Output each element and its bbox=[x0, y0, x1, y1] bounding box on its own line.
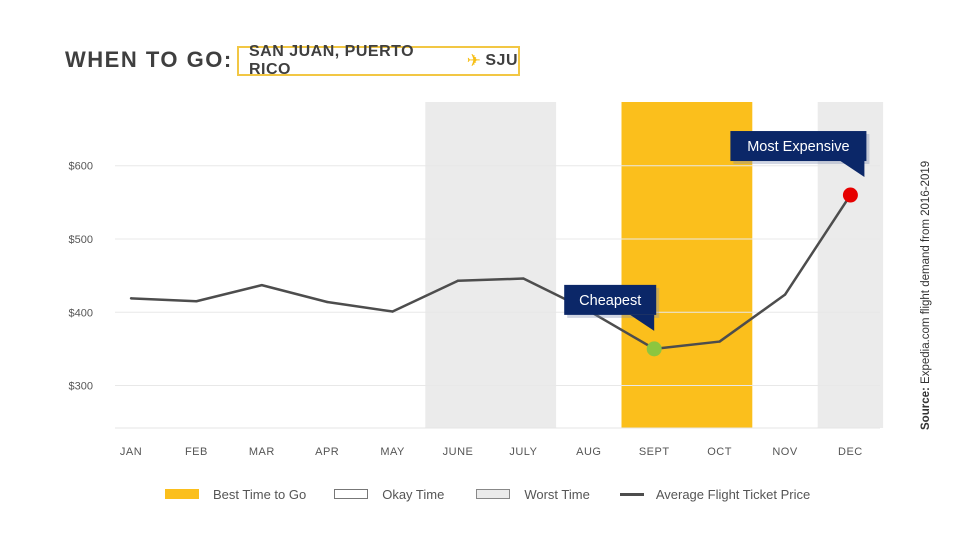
callout-pointer-1 bbox=[840, 161, 865, 178]
legend-label-best: Best Time to Go bbox=[213, 486, 307, 502]
callout-box-0 bbox=[564, 284, 657, 315]
legend-item-line: Average Flight Ticket Price bbox=[619, 486, 811, 502]
legend-item-okay: Okay Time bbox=[334, 487, 444, 502]
chart-title: WHEN TO GO: bbox=[65, 47, 233, 72]
data-point-may bbox=[391, 310, 394, 313]
y-tick-label: $300 bbox=[69, 381, 93, 393]
source-note: Source: Expedia.com flight demand from 2… bbox=[920, 161, 932, 430]
legend-item-worst: Worst Time bbox=[476, 487, 590, 502]
legend: Best Time to Go Okay Time Worst Time Ave… bbox=[165, 486, 810, 502]
x-tick-label: FEB bbox=[185, 446, 208, 458]
series-line-avg-price bbox=[130, 194, 852, 351]
y-tick-label: $500 bbox=[69, 234, 93, 246]
x-tick-label: APR bbox=[315, 446, 339, 458]
data-point-june bbox=[456, 279, 460, 282]
x-tick-label: OCT bbox=[707, 446, 732, 458]
x-tick-label: JUNE bbox=[443, 446, 474, 458]
data-point-july bbox=[522, 277, 525, 280]
band-worst-0 bbox=[425, 102, 557, 428]
airport-code: SJU bbox=[485, 52, 518, 69]
x-tick-label: JULY bbox=[509, 446, 537, 458]
airplane-icon: ✈ bbox=[466, 51, 482, 70]
data-point-oct bbox=[718, 340, 721, 343]
source-label: Source: bbox=[920, 387, 932, 430]
data-point-feb bbox=[195, 300, 198, 303]
data-point-apr bbox=[326, 300, 329, 304]
x-tick-label: JAN bbox=[120, 446, 142, 458]
legend-swatch-best bbox=[165, 489, 199, 499]
legend-swatch-line bbox=[619, 492, 644, 496]
data-point-nov bbox=[783, 293, 787, 296]
x-tick-label: DEC bbox=[838, 446, 863, 458]
destination-box: SAN JUAN, PUERTO RICO ✈ SJU bbox=[237, 43, 520, 78]
legend-swatch-okay bbox=[334, 489, 369, 499]
legend-label-okay: Okay Time bbox=[382, 486, 445, 502]
legend-swatch-worst bbox=[476, 489, 511, 499]
x-tick-label: SEPT bbox=[639, 446, 670, 458]
y-tick-label: $400 bbox=[69, 307, 93, 319]
x-tick-label: NOV bbox=[772, 446, 798, 458]
legend-label-worst: Worst Time bbox=[524, 486, 590, 502]
most-expensive-marker bbox=[842, 187, 858, 203]
legend-label-line: Average Flight Ticket Price bbox=[655, 486, 811, 502]
source-text: Expedia.com flight demand from 2016-2019 bbox=[920, 160, 932, 384]
destination-label: SAN JUAN, PUERTO RICO bbox=[249, 43, 415, 78]
x-tick-label: MAY bbox=[380, 446, 405, 458]
x-tick-label: MAR bbox=[249, 446, 275, 458]
callout-pointer-0 bbox=[630, 314, 655, 331]
data-point-jan bbox=[129, 297, 133, 300]
callout-label-1: Most Expensive bbox=[747, 139, 849, 155]
cheapest-marker bbox=[646, 341, 662, 357]
data-point-mar bbox=[260, 283, 263, 287]
legend-item-best: Best Time to Go bbox=[165, 487, 306, 502]
x-tick-label: AUG bbox=[576, 446, 601, 458]
callout-label-0: Cheapest bbox=[579, 293, 641, 309]
y-tick-label: $600 bbox=[69, 161, 93, 173]
callout-box-1 bbox=[730, 131, 867, 162]
